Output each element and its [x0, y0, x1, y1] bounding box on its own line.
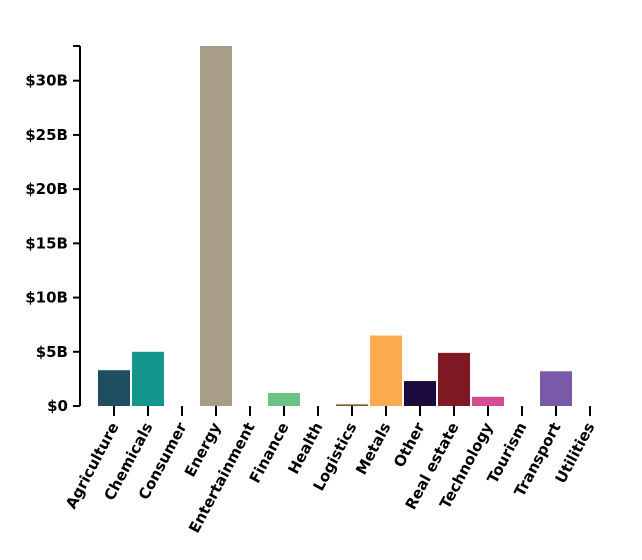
y-tick-label: $10B — [25, 289, 68, 307]
bar-chemicals — [132, 351, 164, 406]
bar-other — [404, 381, 436, 406]
bar-finance — [268, 392, 300, 406]
bars — [98, 46, 572, 406]
y-tick-label: $25B — [25, 126, 68, 144]
y-tick-label: $0 — [47, 397, 68, 415]
x-axis: AgricultureChemicalsConsumerEnergyEntert… — [62, 406, 599, 536]
bar-energy — [200, 46, 232, 406]
y-axis: $0 $5B $10B $15B $20B $25B $30B — [25, 45, 81, 415]
bar-agriculture — [98, 370, 130, 406]
bar-transport — [540, 371, 572, 406]
bar-metals — [370, 335, 402, 406]
y-tick-label: $30B — [25, 72, 68, 90]
bar-logistics — [336, 404, 368, 406]
bar-technology — [472, 396, 504, 406]
bar-real-estate — [438, 352, 470, 406]
y-tick-label: $20B — [25, 180, 68, 198]
y-tick-label: $15B — [25, 234, 68, 252]
y-tick-label: $5B — [36, 343, 68, 361]
